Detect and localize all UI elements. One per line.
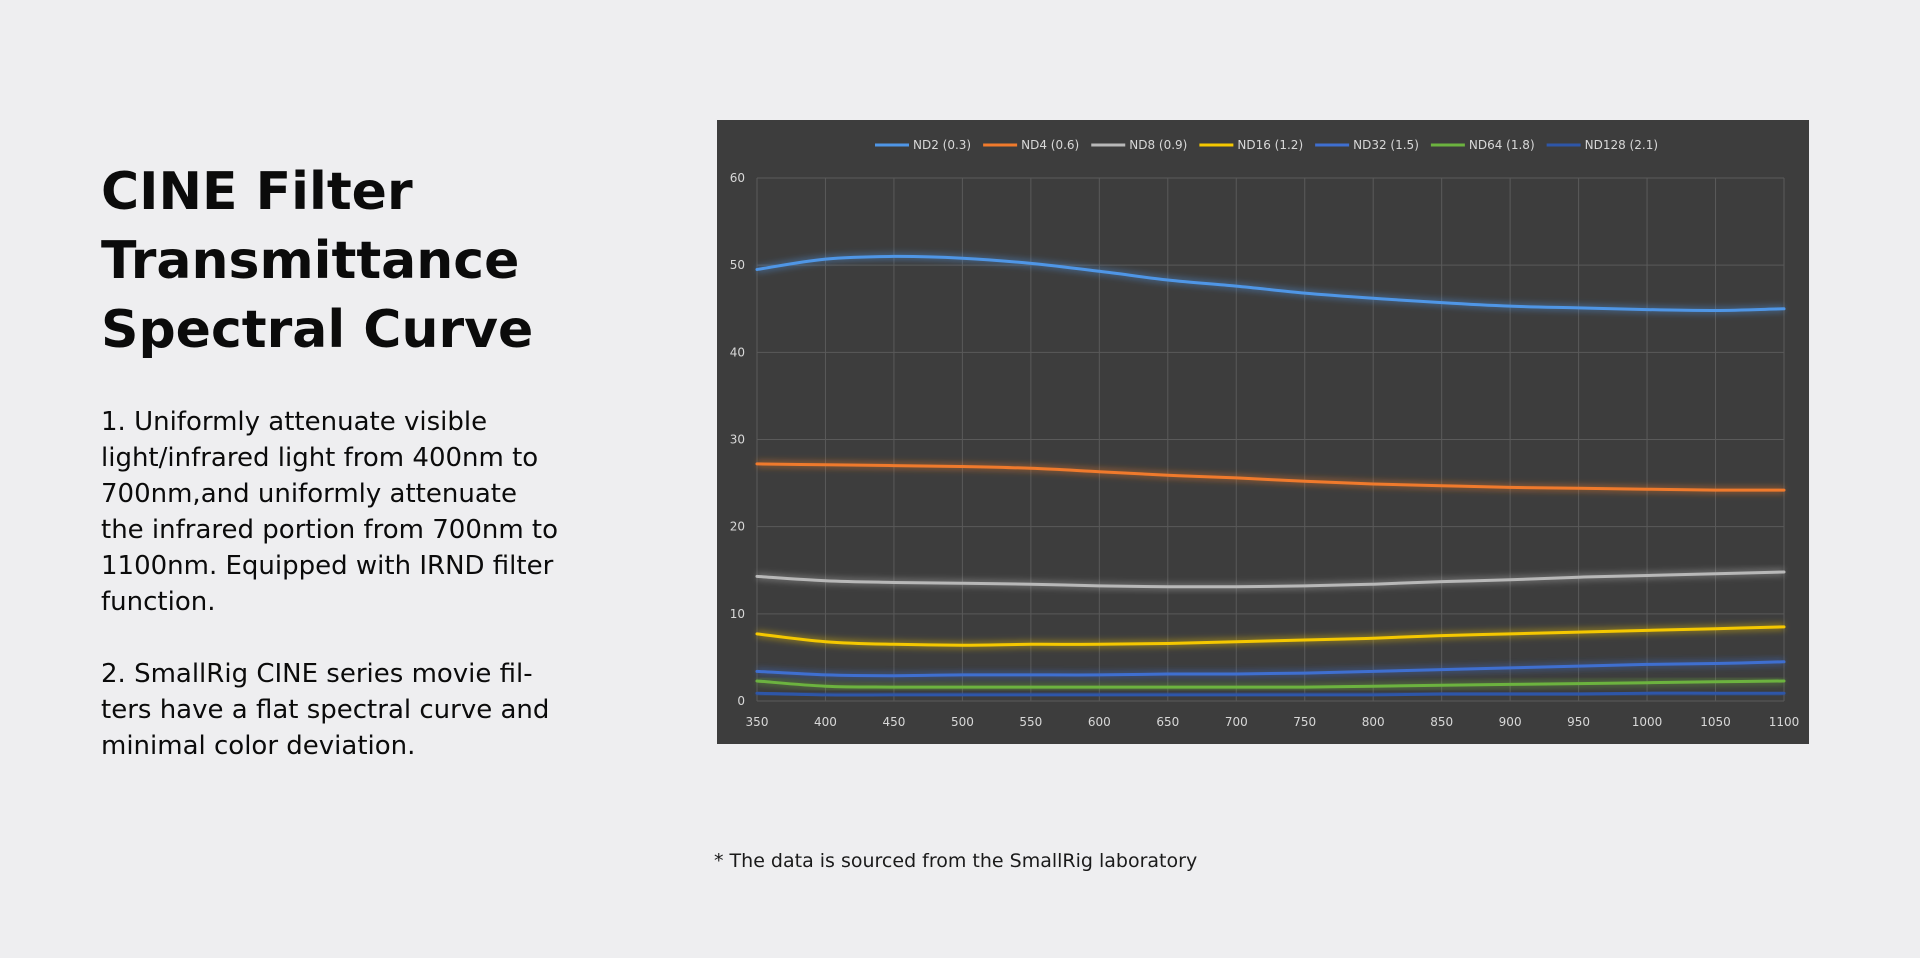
text-line: 1. Uniformly attenuate visible: [101, 407, 488, 437]
title-line: CINE Filter: [101, 162, 413, 222]
series-glow-nd2: [756, 252, 1785, 315]
page-title: CINE Filter Transmittance Spectral Curve: [101, 158, 621, 365]
x-tick-label: 1000: [1632, 715, 1663, 729]
x-tick-label: 450: [882, 715, 905, 729]
x-tick-label: 750: [1293, 715, 1316, 729]
y-tick-label: 10: [730, 607, 745, 621]
x-tick-label: 900: [1499, 715, 1522, 729]
x-tick-label: 850: [1430, 715, 1453, 729]
text-line: function.: [101, 587, 216, 617]
text-line: 2. SmallRig CINE series movie fil-: [101, 659, 533, 689]
x-tick-label: 500: [951, 715, 974, 729]
series-line-nd128: [755, 691, 1786, 697]
x-tick-label: 550: [1019, 715, 1042, 729]
y-tick-label: 50: [730, 258, 745, 272]
x-tick-label: 650: [1156, 715, 1179, 729]
series-line-nd4: [755, 462, 1786, 492]
x-tick-label: 600: [1088, 715, 1111, 729]
title-line: Spectral Curve: [101, 300, 534, 360]
x-tick-label: 1050: [1700, 715, 1731, 729]
text-line: minimal color deviation.: [101, 731, 416, 761]
text-line: 700nm,and uniformly attenuate: [101, 479, 517, 509]
footnote: * The data is sourced from the SmallRig …: [714, 850, 1198, 872]
legend-label-nd128: ND128 (2.1): [1585, 138, 1658, 152]
legend-label-nd2: ND2 (0.3): [913, 138, 971, 152]
series-line-nd16: [755, 625, 1786, 647]
text-line: light/infrared light from 400nm to: [101, 443, 539, 473]
x-tick-label: 950: [1567, 715, 1590, 729]
y-tick-label: 20: [730, 520, 745, 534]
y-tick-label: 30: [730, 433, 745, 447]
series-line-nd32: [755, 660, 1786, 678]
spectral-chart: 0 10 20 30 40 50 60 350 400 450 500 550 600 650 700 750…: [717, 120, 1809, 744]
legend-label-nd8: ND8 (0.9): [1129, 138, 1187, 152]
y-tick-label: 60: [730, 171, 745, 185]
series-glow-nd8: [756, 568, 1785, 591]
legend-label-nd64: ND64 (1.8): [1469, 138, 1535, 152]
y-tick-label: 40: [730, 345, 745, 359]
title-line: Transmittance: [101, 231, 520, 291]
legend-label-nd4: ND4 (0.6): [1021, 138, 1079, 152]
text-line: ters have a flat spectral curve and: [101, 695, 550, 725]
series-line-nd2: [755, 254, 1786, 313]
description: 1. Uniformly attenuate visible light/inf…: [101, 404, 621, 800]
legend-label-nd16: ND16 (1.2): [1237, 138, 1303, 152]
x-tick-label: 350: [746, 715, 769, 729]
x-tick-label: 700: [1225, 715, 1248, 729]
description-point-2: 2. SmallRig CINE series movie fil- ters …: [101, 656, 621, 764]
text-line: the infrared portion from 700nm to: [101, 515, 559, 545]
x-tick-label: 800: [1362, 715, 1385, 729]
chart-svg: 0 10 20 30 40 50 60 350 400 450 500 550 600 650 700 750…: [730, 138, 1800, 729]
x-tick-label: 1100: [1769, 715, 1800, 729]
series-line-nd8: [755, 570, 1786, 589]
series-line-nd64: [755, 679, 1786, 689]
series-glow-nd4: [756, 459, 1785, 495]
description-point-1: 1. Uniformly attenuate visible light/inf…: [101, 404, 621, 620]
text-line: 1100nm. Equipped with IRND filter: [101, 551, 554, 581]
legend-label-nd32: ND32 (1.5): [1353, 138, 1419, 152]
y-tick-label: 0: [737, 694, 745, 708]
x-tick-label: 400: [814, 715, 837, 729]
